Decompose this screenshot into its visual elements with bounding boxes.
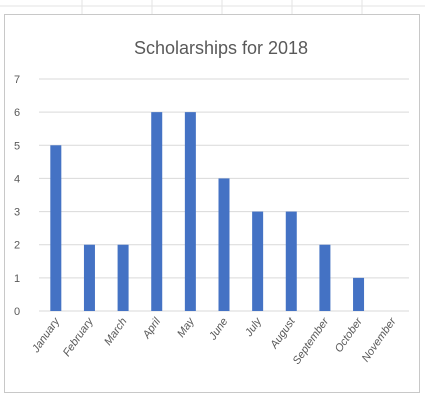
y-tick-label: 0 bbox=[14, 306, 20, 318]
bar-july[interactable] bbox=[252, 211, 264, 311]
y-tick-label: 7 bbox=[14, 74, 20, 86]
y-tick-label: 2 bbox=[14, 240, 20, 252]
x-tick-label-april: April bbox=[140, 315, 163, 341]
bar-may[interactable] bbox=[184, 112, 196, 312]
x-tick-label-february: February bbox=[61, 315, 97, 359]
bar-february[interactable] bbox=[83, 244, 95, 311]
y-tick-label: 1 bbox=[14, 273, 20, 285]
bar-april[interactable] bbox=[151, 112, 163, 312]
x-tick-label-march: March bbox=[102, 316, 129, 348]
y-tick-label: 3 bbox=[14, 207, 20, 219]
y-tick-label: 5 bbox=[14, 140, 20, 152]
bar-august[interactable] bbox=[285, 211, 297, 311]
y-tick-label: 4 bbox=[14, 173, 20, 185]
x-tick-label-may: May bbox=[175, 315, 198, 340]
x-tick-label-august: August bbox=[268, 315, 299, 352]
chart-title: Scholarships for 2018 bbox=[134, 38, 308, 58]
bar-march[interactable] bbox=[117, 244, 129, 311]
x-tick-label-october: October bbox=[333, 315, 366, 355]
y-axis-tick-labels: 0 1 2 3 4 5 6 7 bbox=[14, 74, 20, 318]
x-tick-label-january: January bbox=[29, 315, 63, 356]
x-tick-label-july: July bbox=[242, 315, 264, 340]
x-tick-label-june: June bbox=[206, 316, 230, 343]
bar-chart: Scholarships for 2018 0 1 2 3 4 5 6 7 JanuaryFe… bbox=[14, 38, 409, 367]
bar-january[interactable] bbox=[50, 145, 62, 311]
bar-september[interactable] bbox=[319, 244, 331, 311]
bar-june[interactable] bbox=[218, 178, 230, 311]
bars bbox=[50, 112, 365, 312]
chart-area[interactable]: Scholarships for 2018 0 1 2 3 4 5 6 7 January Fe… bbox=[4, 14, 420, 393]
bar-october[interactable] bbox=[353, 277, 365, 311]
x-tick-label-november: November bbox=[360, 315, 400, 365]
y-tick-label: 6 bbox=[14, 107, 20, 119]
